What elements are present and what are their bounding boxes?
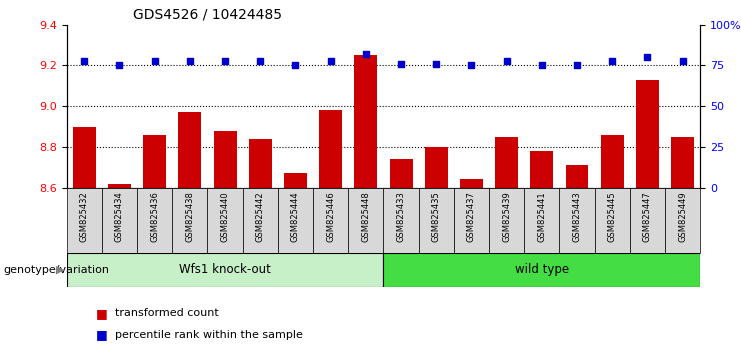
Bar (559, 188, 594, 253)
Bar (143, 135, 166, 188)
Text: GSM825434: GSM825434 (115, 191, 124, 242)
Text: GSM825439: GSM825439 (502, 191, 511, 242)
Text: GSM825437: GSM825437 (467, 191, 476, 242)
Bar (207, 188, 243, 253)
Point (431, 61, 442, 67)
Point (606, 58, 618, 63)
Bar (601, 135, 624, 188)
Text: wild type: wild type (515, 263, 569, 276)
Bar (137, 188, 173, 253)
Bar (67, 188, 102, 253)
Bar (384, 253, 700, 287)
Text: GSM825436: GSM825436 (150, 191, 159, 242)
Text: genotype/variation: genotype/variation (4, 265, 110, 275)
Point (642, 55, 654, 60)
Bar (243, 188, 278, 253)
Bar (278, 188, 313, 253)
Bar (595, 188, 630, 253)
Bar (213, 131, 236, 188)
Bar (284, 173, 307, 188)
Point (465, 63, 477, 68)
Point (219, 58, 231, 63)
Bar (425, 147, 448, 188)
Point (254, 58, 266, 63)
Bar (179, 112, 202, 188)
Bar (384, 188, 419, 253)
Bar (565, 165, 588, 188)
Bar (313, 188, 348, 253)
Bar (73, 126, 96, 188)
Text: GSM825446: GSM825446 (326, 191, 335, 242)
Bar (489, 188, 525, 253)
Point (149, 58, 161, 63)
Point (395, 61, 407, 67)
Text: GDS4526 / 10424485: GDS4526 / 10424485 (133, 7, 282, 21)
Bar (671, 137, 694, 188)
Text: GSM825440: GSM825440 (221, 191, 230, 241)
Bar (172, 188, 207, 253)
Point (325, 58, 336, 63)
Point (79, 58, 90, 63)
Bar (630, 188, 665, 253)
Point (113, 63, 125, 68)
Bar (390, 159, 413, 188)
Text: GSM825442: GSM825442 (256, 191, 265, 241)
Text: Wfs1 knock-out: Wfs1 knock-out (179, 263, 271, 276)
Bar (460, 179, 483, 188)
Bar (348, 188, 384, 253)
Text: GSM825438: GSM825438 (185, 191, 194, 242)
Text: GSM825449: GSM825449 (678, 191, 687, 241)
Bar (319, 110, 342, 188)
Point (571, 63, 583, 68)
Bar (453, 188, 489, 253)
Text: GSM825447: GSM825447 (643, 191, 652, 242)
Point (501, 58, 513, 63)
Text: ▶: ▶ (56, 265, 64, 275)
Point (290, 63, 302, 68)
Bar (354, 55, 377, 188)
Bar (102, 188, 137, 253)
Text: GSM825443: GSM825443 (573, 191, 582, 242)
Text: GSM825444: GSM825444 (291, 191, 300, 241)
Text: GSM825432: GSM825432 (80, 191, 89, 242)
Point (536, 63, 548, 68)
Text: GSM825441: GSM825441 (537, 191, 546, 241)
Bar (249, 139, 272, 188)
Point (184, 58, 196, 63)
Point (360, 51, 372, 57)
Bar (67, 253, 384, 287)
Bar (525, 188, 559, 253)
Text: GSM825435: GSM825435 (432, 191, 441, 242)
Text: ■: ■ (96, 307, 108, 320)
Text: GSM825445: GSM825445 (608, 191, 617, 241)
Text: transformed count: transformed count (115, 308, 219, 318)
Bar (419, 188, 453, 253)
Text: ■: ■ (96, 328, 108, 341)
Bar (495, 137, 518, 188)
Text: percentile rank within the sample: percentile rank within the sample (115, 330, 303, 339)
Bar (531, 151, 554, 188)
Bar (636, 80, 659, 188)
Text: GSM825448: GSM825448 (362, 191, 370, 242)
Bar (108, 183, 131, 188)
Point (677, 58, 688, 63)
Text: GSM825433: GSM825433 (396, 191, 405, 242)
Bar (665, 188, 700, 253)
